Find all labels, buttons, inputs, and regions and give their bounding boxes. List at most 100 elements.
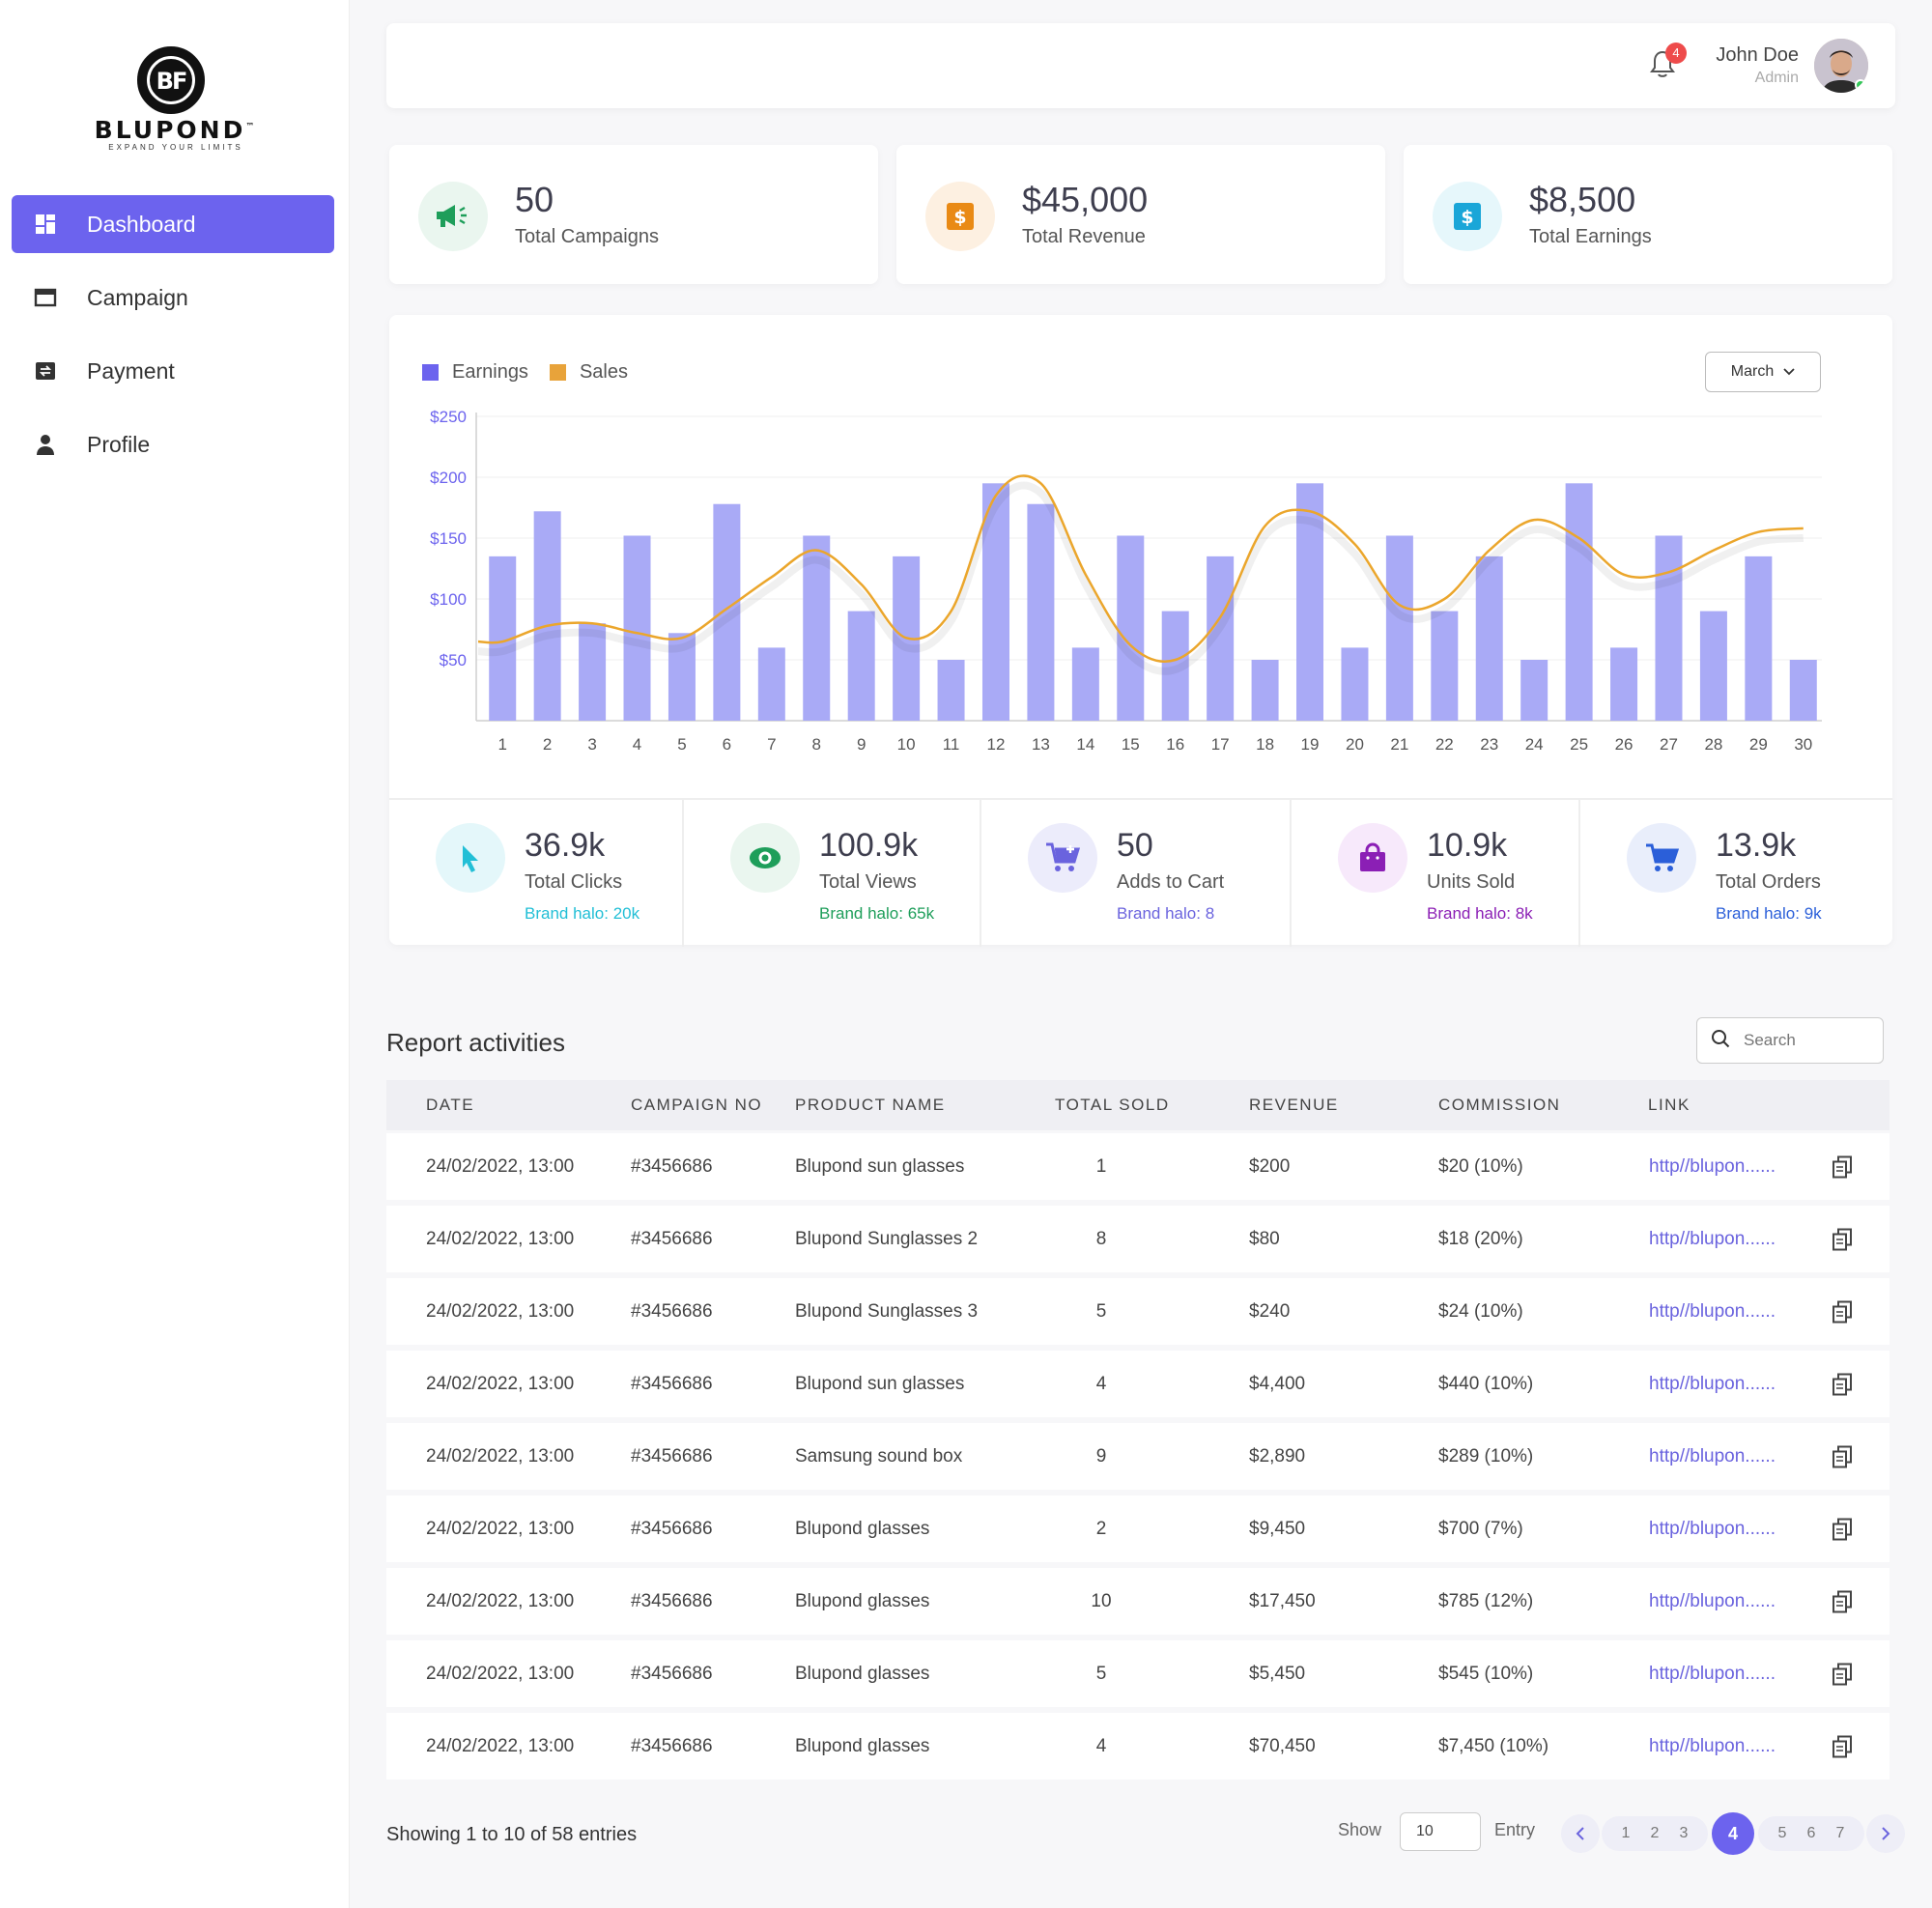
shopping-bag-icon (1338, 823, 1407, 893)
page-button-7[interactable]: 7 (1835, 1825, 1845, 1841)
cell-date: 24/02/2022, 13:00 (426, 1518, 575, 1539)
logo-mark: BF (137, 46, 205, 114)
stat-card-revenue: $ $45,000 Total Revenue (896, 145, 1385, 284)
next-page-button[interactable] (1866, 1814, 1905, 1853)
cell-campaign: #3456686 (631, 1300, 713, 1322)
search-box[interactable] (1696, 1017, 1884, 1064)
cell-link[interactable]: http//blupon...... (1649, 1228, 1776, 1249)
x-tick-label: 1 (497, 735, 506, 754)
bar-earnings (847, 611, 875, 721)
cell-commission: $289 (10%) (1438, 1445, 1534, 1467)
halo-label: Brand halo: (1427, 904, 1511, 923)
copy-link-icon[interactable] (1832, 1640, 1853, 1707)
copy-link-icon[interactable] (1832, 1351, 1853, 1417)
eye-icon (730, 823, 800, 893)
notification-button[interactable]: 4 (1648, 43, 1687, 81)
page-size-select[interactable]: 10 (1400, 1812, 1481, 1851)
month-select-value: March (1730, 363, 1775, 380)
page-button-2[interactable]: 2 (1650, 1825, 1660, 1841)
copy-link-icon[interactable] (1832, 1206, 1853, 1272)
table-row: 24/02/2022, 13:00 #3456686 Blupond sun g… (386, 1351, 1889, 1417)
page-button-5[interactable]: 5 (1777, 1825, 1787, 1841)
metric-label: Total Orders (1716, 871, 1821, 893)
x-tick-label: 15 (1122, 735, 1140, 754)
legend-item-earnings[interactable]: Earnings (422, 361, 528, 384)
copy-link-icon[interactable] (1832, 1495, 1853, 1562)
cell-total-sold: 4 (1095, 1373, 1107, 1394)
stat-value: $8,500 (1529, 180, 1636, 219)
cell-date: 24/02/2022, 13:00 (426, 1155, 575, 1177)
column-header-date[interactable]: DATE (426, 1096, 475, 1114)
cell-campaign: #3456686 (631, 1590, 713, 1611)
prev-page-button[interactable] (1561, 1814, 1600, 1853)
cell-link[interactable]: http//blupon...... (1649, 1663, 1776, 1684)
metric-brand-halo: Brand halo: 8 (1117, 904, 1214, 924)
metric-value: 10.9k (1427, 827, 1508, 864)
cell-link[interactable]: http//blupon...... (1649, 1445, 1776, 1467)
x-tick-label: 5 (677, 735, 686, 754)
column-header-commission[interactable]: COMMISSION (1438, 1096, 1561, 1114)
sidebar-item-profile[interactable]: Profile (12, 415, 334, 473)
bar-earnings (1699, 611, 1727, 721)
column-header-campaign[interactable]: CAMPAIGN NO (631, 1096, 763, 1114)
cell-commission: $20 (10%) (1438, 1155, 1523, 1177)
bar-earnings (1385, 535, 1413, 721)
legend-swatch-earnings (422, 364, 439, 381)
user-name[interactable]: John Doe (1716, 44, 1799, 66)
sidebar-item-label: Profile (87, 431, 151, 457)
cell-product: Blupond Sunglasses 2 (795, 1228, 979, 1249)
cell-campaign: #3456686 (631, 1373, 713, 1394)
bar-earnings (1610, 647, 1638, 721)
cell-link[interactable]: http//blupon...... (1649, 1735, 1776, 1756)
x-tick-label: 30 (1794, 735, 1812, 754)
legend-item-sales[interactable]: Sales (549, 361, 628, 384)
column-header-revenue[interactable]: REVENUE (1249, 1096, 1339, 1114)
metric-brand-halo: Brand halo: 65k (819, 904, 934, 924)
sidebar-item-payment[interactable]: Payment (12, 342, 334, 400)
cell-revenue: $17,450 (1249, 1590, 1316, 1611)
x-tick-label: 22 (1435, 735, 1454, 754)
cell-link[interactable]: http//blupon...... (1649, 1373, 1776, 1394)
page-button-1[interactable]: 1 (1621, 1825, 1631, 1841)
sidebar-item-dashboard[interactable]: Dashboard (12, 195, 334, 253)
cell-link[interactable]: http//blupon...... (1649, 1155, 1776, 1177)
table-row: 24/02/2022, 13:00 #3456686 Blupond glass… (386, 1568, 1889, 1635)
column-header-total-sold[interactable]: TOTAL SOLD (1055, 1096, 1170, 1114)
search-icon (1711, 1029, 1730, 1053)
x-tick-label: 8 (812, 735, 821, 754)
page-button-3[interactable]: 3 (1679, 1825, 1689, 1841)
copy-link-icon[interactable] (1832, 1423, 1853, 1490)
metric-units-sold: 10.9k Units Sold Brand halo: 8k (1292, 800, 1580, 947)
metric-brand-halo: Brand halo: 20k (525, 904, 639, 924)
column-header-product[interactable]: PRODUCT NAME (795, 1096, 946, 1114)
brand-logo[interactable]: BF BLUPOND™ EXPAND YOUR LIMITS (91, 46, 261, 152)
page-button-6[interactable]: 6 (1806, 1825, 1816, 1841)
dashboard-icon (33, 212, 58, 237)
sidebar-item-campaign[interactable]: Campaign (12, 269, 334, 327)
stat-card-campaigns: 50 Total Campaigns (389, 145, 878, 284)
cell-link[interactable]: http//blupon...... (1649, 1590, 1776, 1611)
copy-link-icon[interactable] (1832, 1568, 1853, 1635)
month-select[interactable]: March (1705, 352, 1821, 392)
metric-brand-halo: Brand halo: 9k (1716, 904, 1822, 924)
x-tick-label: 7 (767, 735, 776, 754)
search-input[interactable] (1744, 1031, 1869, 1050)
cell-link[interactable]: http//blupon...... (1649, 1300, 1776, 1322)
copy-link-icon[interactable] (1832, 1133, 1853, 1200)
avatar[interactable] (1814, 39, 1868, 93)
cell-date: 24/02/2022, 13:00 (426, 1300, 575, 1322)
cell-link[interactable]: http//blupon...... (1649, 1518, 1776, 1539)
x-tick-label: 4 (633, 735, 641, 754)
table-row: 24/02/2022, 13:00 #3456686 Blupond Sungl… (386, 1206, 1889, 1272)
cart-icon (1627, 823, 1696, 893)
copy-link-icon[interactable] (1832, 1713, 1853, 1780)
column-header-link[interactable]: LINK (1648, 1096, 1690, 1114)
halo-value: 65k (907, 904, 935, 923)
bar-earnings (757, 647, 785, 721)
page-button-current[interactable]: 4 (1712, 1812, 1754, 1855)
page-group-after: 5 6 7 (1758, 1816, 1864, 1851)
copy-link-icon[interactable] (1832, 1278, 1853, 1345)
cell-commission: $785 (12%) (1438, 1590, 1534, 1611)
cell-product: Blupond Sunglasses 3 (795, 1300, 979, 1322)
cell-product: Blupond sun glasses (795, 1373, 965, 1394)
